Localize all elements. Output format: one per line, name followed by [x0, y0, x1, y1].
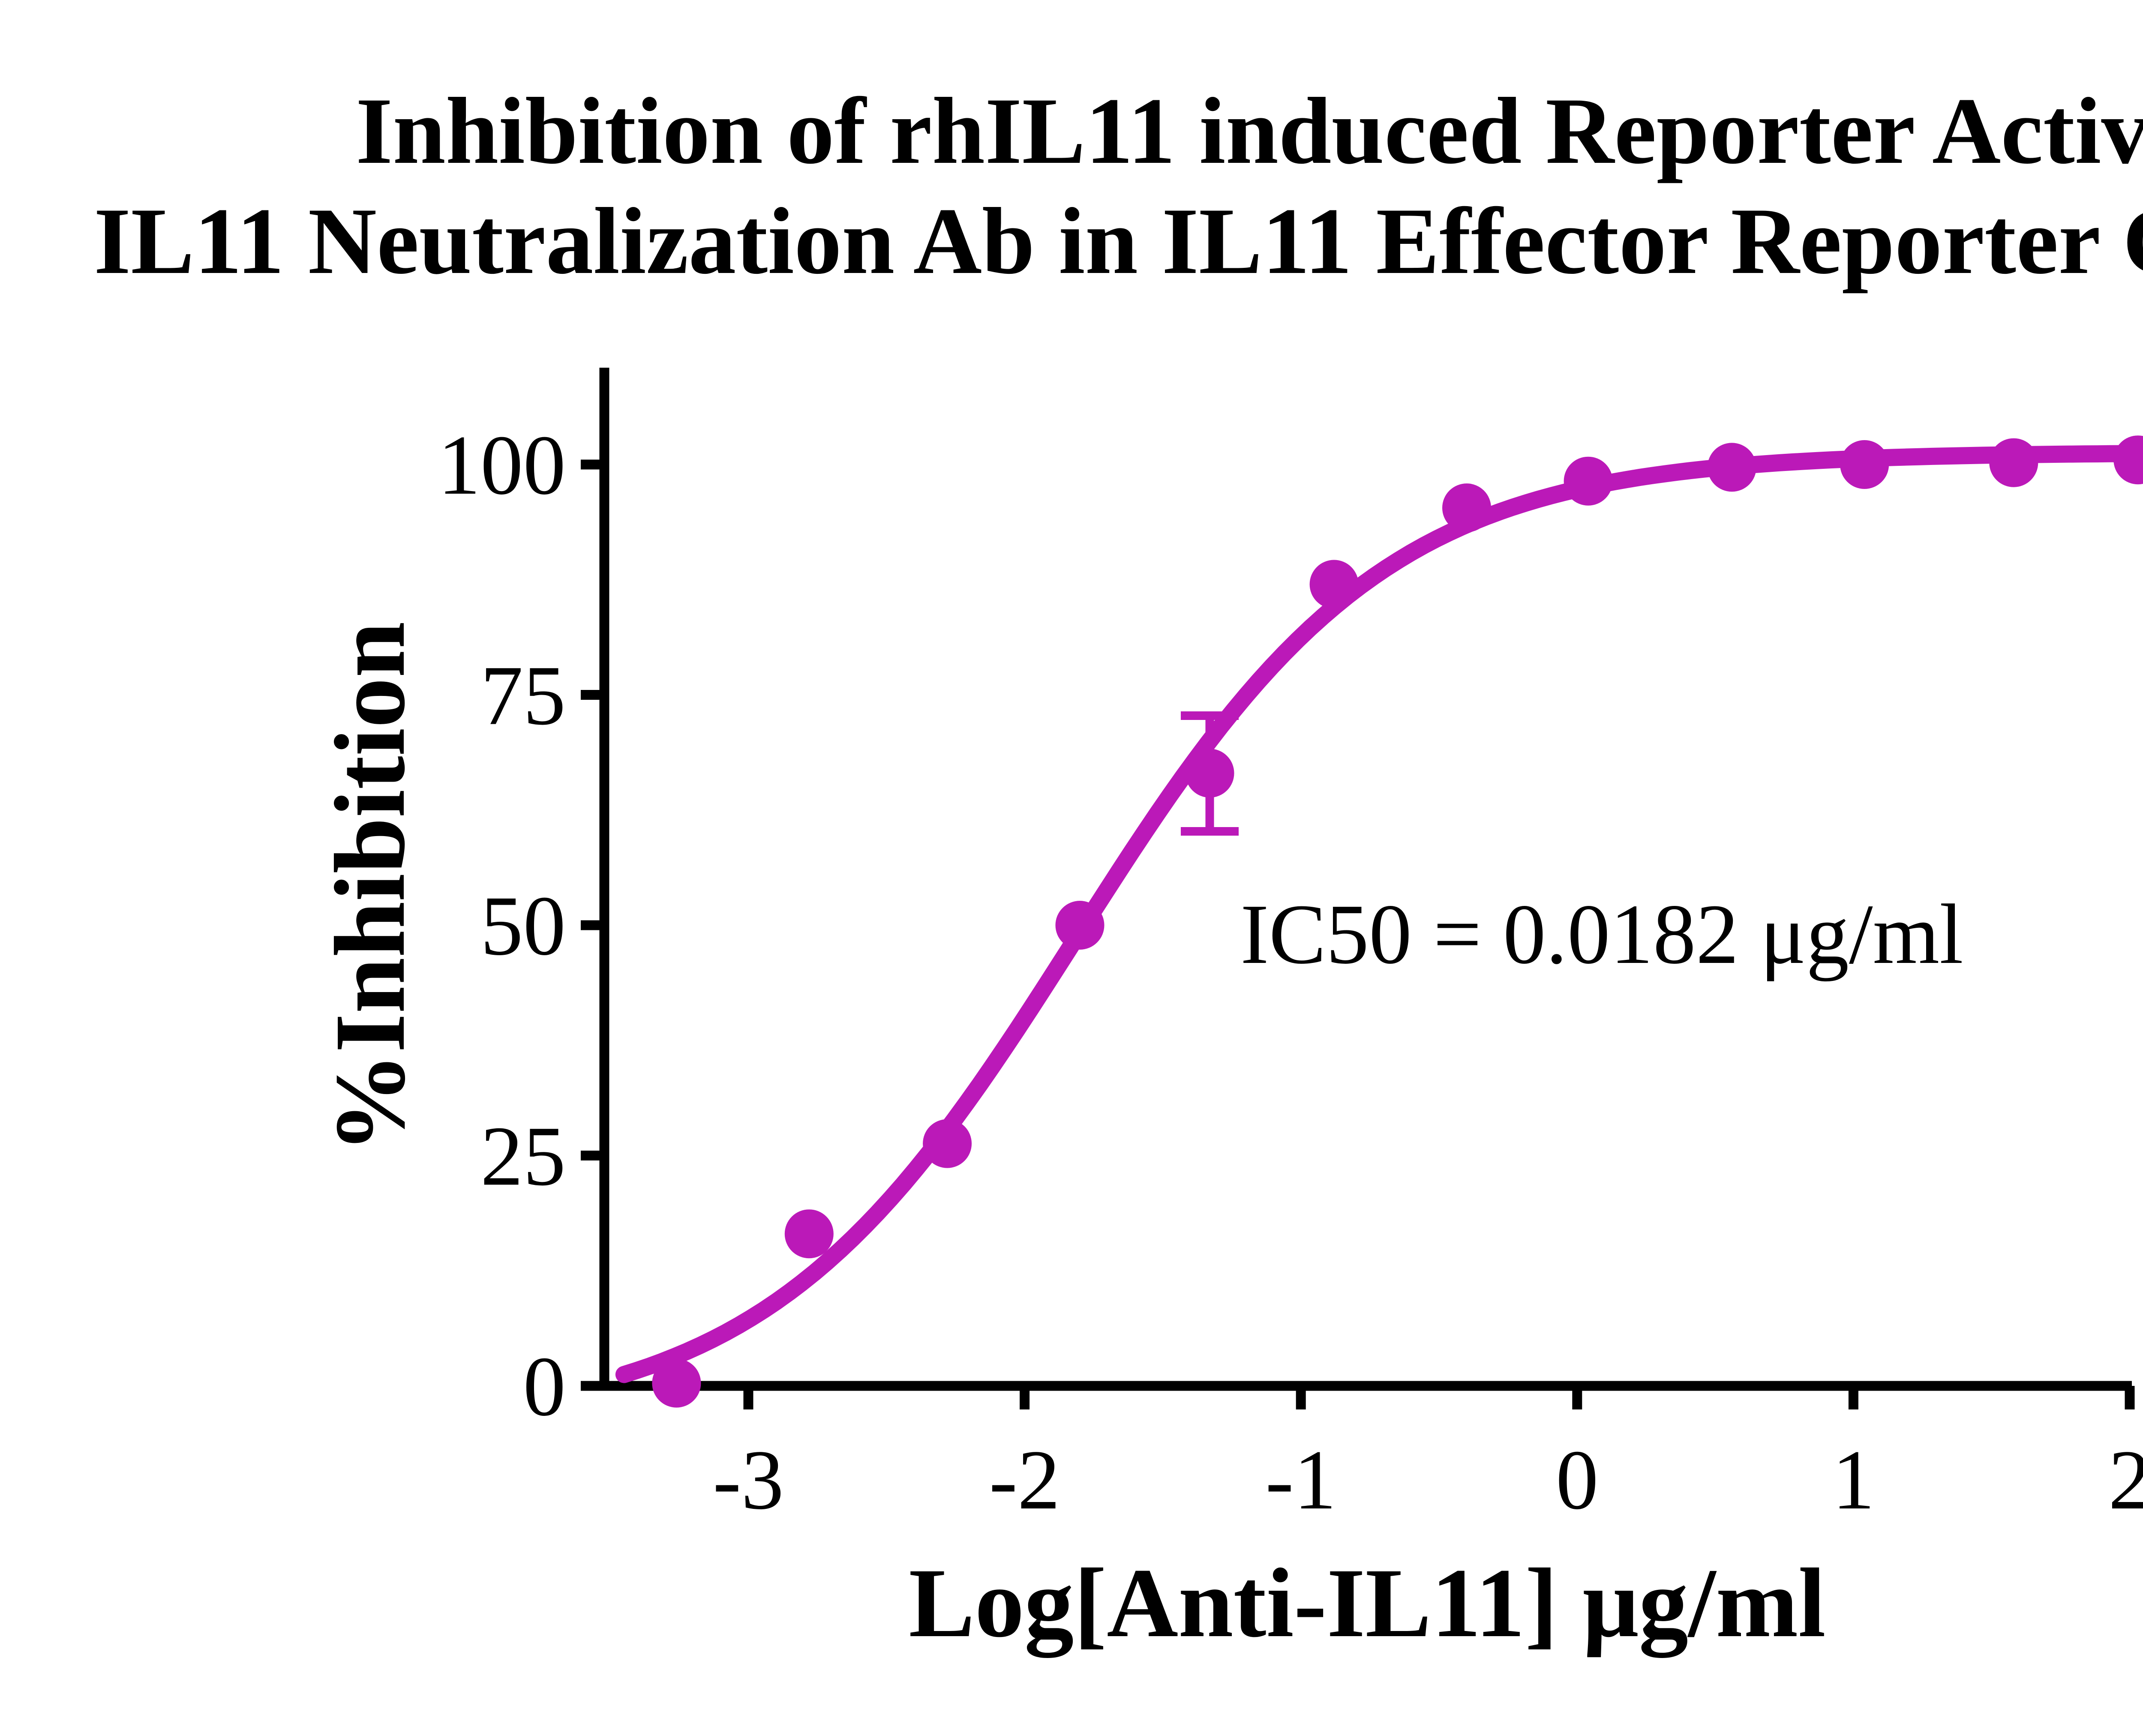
- svg-text:IL11 Neutralization Ab in IL1: IL11 Neutralization Ab in IL11 Effector …: [94, 189, 2143, 294]
- svg-text:0: 0: [523, 1340, 566, 1434]
- svg-text:-2: -2: [989, 1433, 1060, 1527]
- svg-text:IC50 = 0.0182 μg/ml: IC50 = 0.0182 μg/ml: [1240, 887, 1963, 982]
- svg-text:1: 1: [1832, 1433, 1875, 1527]
- svg-text:-3: -3: [713, 1433, 784, 1527]
- svg-text:0: 0: [1556, 1433, 1599, 1527]
- svg-text:50: 50: [480, 879, 566, 973]
- svg-text:75: 75: [480, 649, 566, 743]
- svg-text:100: 100: [438, 418, 566, 513]
- svg-text:Log[Anti-IL11] μg/ml: Log[Anti-IL11] μg/ml: [909, 1548, 1825, 1658]
- svg-text:-1: -1: [1265, 1433, 1336, 1527]
- svg-text:2: 2: [2108, 1433, 2143, 1527]
- svg-text:Inhibition of rhIL11 induced R: Inhibition of rhIL11 induced Reporter Ac…: [356, 78, 2143, 184]
- svg-text:25: 25: [480, 1109, 566, 1204]
- svg-text:%Inhibition: %Inhibition: [314, 622, 426, 1154]
